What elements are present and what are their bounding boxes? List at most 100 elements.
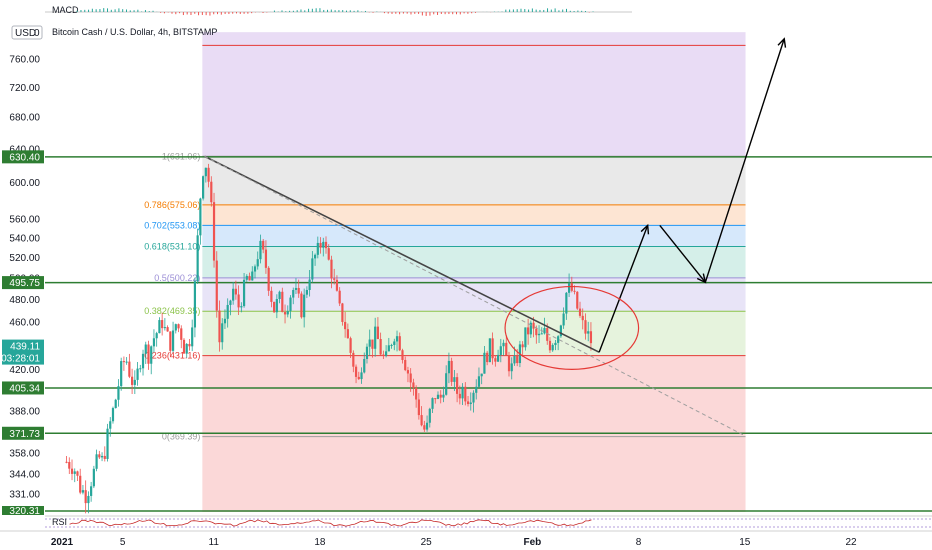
candle-body: [475, 386, 478, 393]
highlight-ellipse[interactable]: [504, 285, 640, 370]
fib-band-bottom-extension: [202, 436, 746, 512]
level-price-badge[interactable]: [2, 276, 44, 290]
candle-body: [100, 455, 104, 458]
time-tick-label: 22: [845, 537, 857, 548]
level-price-badge-label: 371.73: [9, 429, 40, 440]
candle-body: [253, 266, 257, 272]
candle-body: [273, 301, 276, 313]
candle-body: [81, 490, 85, 493]
fib-retracement[interactable]: 1(631.06)0.786(575.06)0.702(553.08)0.618…: [144, 32, 746, 512]
candle-body: [278, 291, 281, 300]
candle-body: [313, 254, 317, 259]
candle-body: [404, 359, 407, 371]
candle-body: [398, 336, 401, 351]
candle-body: [368, 339, 371, 347]
descending-trendline[interactable]: [204, 155, 600, 353]
candle-body: [283, 312, 287, 315]
price-tick-label: 640.00: [9, 144, 40, 155]
price-tick-label: 388.00: [9, 406, 40, 417]
currency-label[interactable]: USD: [15, 28, 36, 39]
level-price-badge[interactable]: [2, 381, 44, 395]
projection-arrow-up-2[interactable]: [704, 38, 785, 283]
candle-body: [406, 370, 410, 374]
candle-body: [352, 352, 355, 367]
projection-arrow-up-1[interactable]: [598, 225, 649, 353]
candle-body: [256, 259, 259, 267]
candle-body: [447, 360, 451, 374]
candle-body: [128, 361, 131, 377]
candle-body: [349, 338, 352, 353]
candle-body: [436, 394, 440, 399]
candle-body: [417, 399, 420, 416]
currency-box[interactable]: [11, 25, 43, 40]
candle-body: [354, 366, 358, 377]
candle-body: [308, 279, 311, 290]
dashed-trendline[interactable]: [204, 155, 746, 437]
projection-arrow-up-2-head: [777, 37, 787, 48]
scale-mode-label[interactable]: 0: [34, 28, 40, 39]
candle-body: [204, 167, 207, 177]
rsi-line: [69, 519, 592, 527]
time-axis[interactable]: 2021 5 11 18 25 Feb 8 15 22: [0, 530, 932, 548]
macd-pane[interactable]: MACD: [45, 5, 632, 16]
candle-body: [182, 339, 186, 354]
candle-body: [136, 368, 139, 380]
level-price-badge[interactable]: [2, 150, 44, 164]
candle-body: [212, 202, 216, 261]
candle-body: [589, 331, 593, 344]
candle-body: [393, 341, 396, 345]
candle-body: [554, 342, 557, 346]
candle-body: [248, 275, 251, 281]
price-axis[interactable]: 760.00 720.00 680.00 640.00 600.00 560.00 540.…: [1, 55, 44, 518]
candle-body: [270, 290, 273, 302]
candle-body: [245, 275, 248, 280]
candle-body: [70, 468, 74, 474]
rsi-pane[interactable]: RSI: [45, 515, 932, 528]
candle-body: [573, 290, 576, 292]
countdown-badge[interactable]: [2, 351, 44, 365]
candle-body: [174, 324, 177, 331]
time-tick-label: 8: [636, 537, 642, 548]
candle-body: [360, 372, 363, 380]
price-tick-label: 420.00: [9, 365, 40, 376]
candle-body: [548, 340, 552, 351]
current-price-badge[interactable]: [2, 339, 44, 353]
candle-body: [434, 398, 437, 400]
candle-body: [557, 336, 560, 343]
candle-body: [344, 321, 347, 330]
drawings[interactable]: [204, 37, 787, 437]
candle-body: [92, 468, 95, 487]
price-tick-label: 460.00: [9, 317, 40, 328]
candle-body: [330, 259, 333, 279]
candle-body: [144, 344, 147, 354]
candle-body: [382, 354, 385, 356]
candle-body: [221, 323, 224, 343]
candle-body: [535, 328, 538, 336]
candle-body: [65, 461, 68, 463]
current-price-label: 439.11: [10, 342, 40, 353]
fib-level-label-2: 0.702(553.08): [144, 220, 200, 230]
candle-body: [111, 408, 115, 422]
candle-body: [303, 294, 306, 318]
bottom-partial-badge[interactable]: [2, 506, 44, 515]
candle-body: [537, 333, 541, 336]
rsi-label: RSI: [52, 517, 67, 527]
candle-body: [161, 320, 164, 329]
level-price-badge[interactable]: [2, 426, 44, 440]
candle-body: [84, 490, 87, 504]
candle-body: [483, 352, 486, 374]
candle-body: [420, 415, 423, 426]
candle-body: [117, 386, 120, 400]
horizontal-levels[interactable]: [45, 156, 932, 512]
candle-body: [374, 326, 377, 349]
candle-body: [578, 308, 582, 316]
candle-body: [180, 328, 183, 340]
candle-body: [319, 242, 322, 248]
candle-body: [513, 355, 516, 364]
candle-body: [445, 373, 448, 395]
projection-arrow-down[interactable]: [659, 224, 706, 283]
candle-body: [141, 353, 145, 369]
candle-body: [502, 342, 505, 347]
candle-body: [499, 346, 502, 355]
